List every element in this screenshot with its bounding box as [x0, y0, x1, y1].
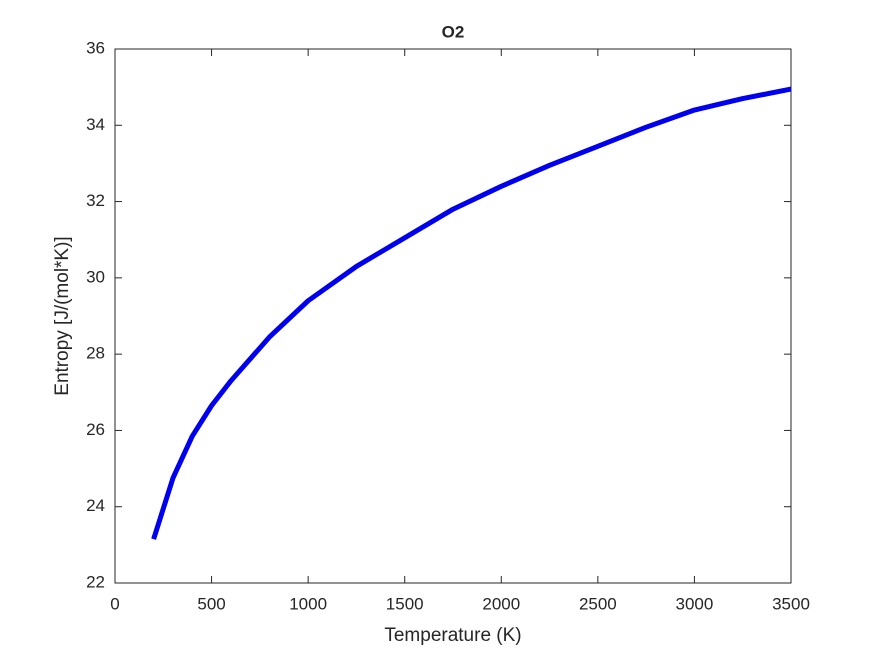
x-tick-label: 1500 [386, 594, 424, 613]
chart-title: O2 [442, 22, 465, 41]
x-tick-label: 500 [197, 594, 225, 613]
y-tick-label: 32 [86, 191, 105, 210]
y-tick-label: 34 [86, 115, 105, 134]
x-tick-label: 1000 [289, 594, 327, 613]
y-tick-label: 22 [86, 572, 105, 591]
x-tick-label: 3500 [772, 594, 810, 613]
x-axis-label: Temperature (K) [384, 625, 521, 646]
y-tick-label: 24 [86, 496, 105, 515]
y-axis-label: Entropy [J/(mol*K)] [52, 236, 73, 395]
x-tick-label: 3000 [676, 594, 714, 613]
x-tick-label: 2500 [579, 594, 617, 613]
y-tick-label: 36 [86, 38, 105, 57]
x-tick-label: 2000 [482, 594, 520, 613]
axes-box [114, 48, 792, 584]
x-tick-label: 0 [110, 594, 119, 613]
y-tick-label: 26 [86, 420, 105, 439]
y-tick-label: 28 [86, 344, 105, 363]
y-tick-label: 30 [86, 267, 105, 286]
line [151, 86, 792, 540]
